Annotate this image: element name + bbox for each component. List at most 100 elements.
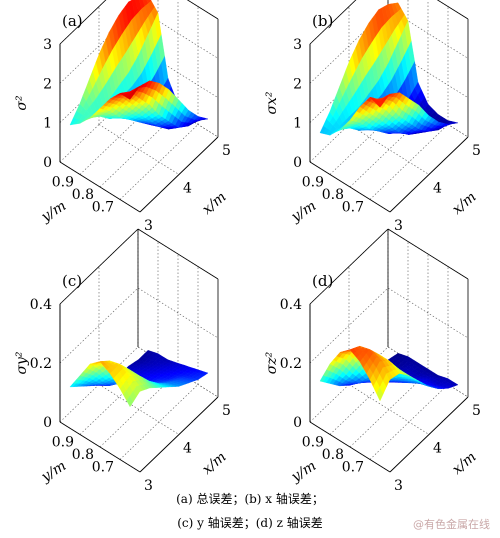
x-axis-label: x/m <box>199 449 229 478</box>
gridline-z <box>309 346 469 423</box>
gridline-y-floor <box>369 384 449 460</box>
y-tick-label: 0.9 <box>302 175 324 191</box>
x-tick-label: 5 <box>472 403 481 419</box>
box-edge <box>436 0 469 20</box>
x-axis-label: x/m <box>449 189 479 218</box>
y-tick-label: 0.7 <box>92 460 114 476</box>
surface-panel-4: 0 0.2 0.4 0.90.80.7 3 4 5 σz² y/m x/m (d) <box>264 228 481 494</box>
gridline-y-floor <box>79 99 159 175</box>
z-axis-label: σx² <box>264 91 280 114</box>
y-axis-line <box>59 421 141 473</box>
x-tick-label: 4 <box>433 181 442 197</box>
y-tick-label: 0.7 <box>92 200 114 216</box>
surface-mesh <box>319 345 459 402</box>
y-tick-label: 0.8 <box>72 447 94 463</box>
x-tick-label: 3 <box>144 218 153 234</box>
box-edge <box>387 228 469 280</box>
x-tick-label: 5 <box>472 143 481 159</box>
gridline-x-floor <box>98 124 180 175</box>
front-axes <box>59 44 219 213</box>
box-edge <box>186 0 219 20</box>
z-tick-label: 2 <box>293 76 302 92</box>
box-edge <box>59 228 139 305</box>
y-tick-label: 0.7 <box>342 200 364 216</box>
gridline-y-floor <box>119 384 199 460</box>
y-tick-label: 0.7 <box>342 460 364 476</box>
gridline-y-floor <box>329 99 409 175</box>
x-tick-label: 5 <box>222 403 231 419</box>
box-edge <box>309 228 389 305</box>
gridline-y-floor <box>79 359 159 435</box>
z-tick-label: 3 <box>293 37 302 53</box>
surface-panel-2: 0 1 2 3 0.90.80.7 3 4 5 σx² y/m x/m (b) <box>264 0 481 234</box>
axes-box <box>309 228 469 422</box>
gridline-z <box>59 86 219 163</box>
y-tick-label: 0.9 <box>302 435 324 451</box>
gridline-y-floor <box>99 371 179 448</box>
x-axis-line <box>139 396 219 473</box>
surface-mesh <box>69 350 209 408</box>
y-axis-line <box>309 161 391 213</box>
gridline-z <box>59 7 219 84</box>
z-tick-label: 1 <box>293 116 302 132</box>
z-axis-label: σ² <box>14 95 30 111</box>
grid-lines <box>309 228 469 473</box>
y-axis-line <box>309 421 391 473</box>
y-axis-line <box>59 161 141 213</box>
box-edge <box>309 0 357 45</box>
panel-label: (b) <box>312 12 333 30</box>
x-tick-label: 3 <box>144 478 153 494</box>
gridline-x-floor <box>348 384 430 435</box>
y-axis-label: y/m <box>38 458 69 486</box>
gridline-z <box>309 7 469 84</box>
x-tick-label: 4 <box>433 441 442 457</box>
front-axes <box>309 44 469 213</box>
x-axis-line <box>139 136 219 213</box>
figure-caption-line-2: (c) y 轴误差；(d) z 轴误差 <box>177 516 323 530</box>
y-axis-label: y/m <box>38 198 69 226</box>
surface-panel-3: 0 0.2 0.4 0.90.80.7 3 4 5 σy² y/m x/m (c) <box>14 228 231 494</box>
surface-patch <box>200 371 209 376</box>
z-tick-label: 2 <box>43 76 52 92</box>
x-axis-label: x/m <box>199 189 229 218</box>
gridline-z <box>59 228 219 305</box>
z-tick-label: 0 <box>293 155 302 171</box>
gridline-y-floor <box>99 111 179 188</box>
y-tick-label: 0.9 <box>52 175 74 191</box>
gridline-z <box>309 86 469 163</box>
front-axes <box>59 304 219 473</box>
gridline-y-floor <box>349 371 429 448</box>
z-tick-label: 0 <box>43 415 52 431</box>
gridline-z <box>309 287 469 364</box>
x-tick-label: 3 <box>394 478 403 494</box>
z-tick-label: 0.4 <box>280 297 302 313</box>
x-axis-line <box>389 136 469 213</box>
surface-mesh <box>319 2 459 136</box>
x-tick-label: 4 <box>183 181 192 197</box>
x-tick-label: 3 <box>394 218 403 234</box>
y-tick-label: 0.9 <box>52 435 74 451</box>
z-tick-label: 0.4 <box>30 297 52 313</box>
gridline-y-floor <box>329 359 409 435</box>
z-tick-label: 0 <box>43 155 52 171</box>
y-tick-label: 0.8 <box>72 187 94 203</box>
panel-label: (a) <box>62 12 83 30</box>
figure-caption-line-1: (a) 总误差；(b) x 轴误差； <box>176 492 324 506</box>
gridline-z <box>59 346 219 423</box>
surface-patch <box>451 121 459 124</box>
front-axes <box>309 304 469 473</box>
z-tick-label: 0.2 <box>30 356 52 372</box>
gridline-y-floor <box>349 111 429 188</box>
gridline-y-floor <box>369 124 449 200</box>
watermark: @有色金属在线 <box>413 518 490 531</box>
x-axis-line <box>389 396 469 473</box>
z-axis-label: σy² <box>14 351 30 374</box>
gridline-z <box>59 287 219 364</box>
z-tick-label: 0 <box>293 415 302 431</box>
x-tick-label: 4 <box>183 441 192 457</box>
y-axis-label: y/m <box>288 458 319 486</box>
z-tick-label: 3 <box>43 37 52 53</box>
y-tick-label: 0.8 <box>322 187 344 203</box>
surface-mesh <box>69 0 209 130</box>
